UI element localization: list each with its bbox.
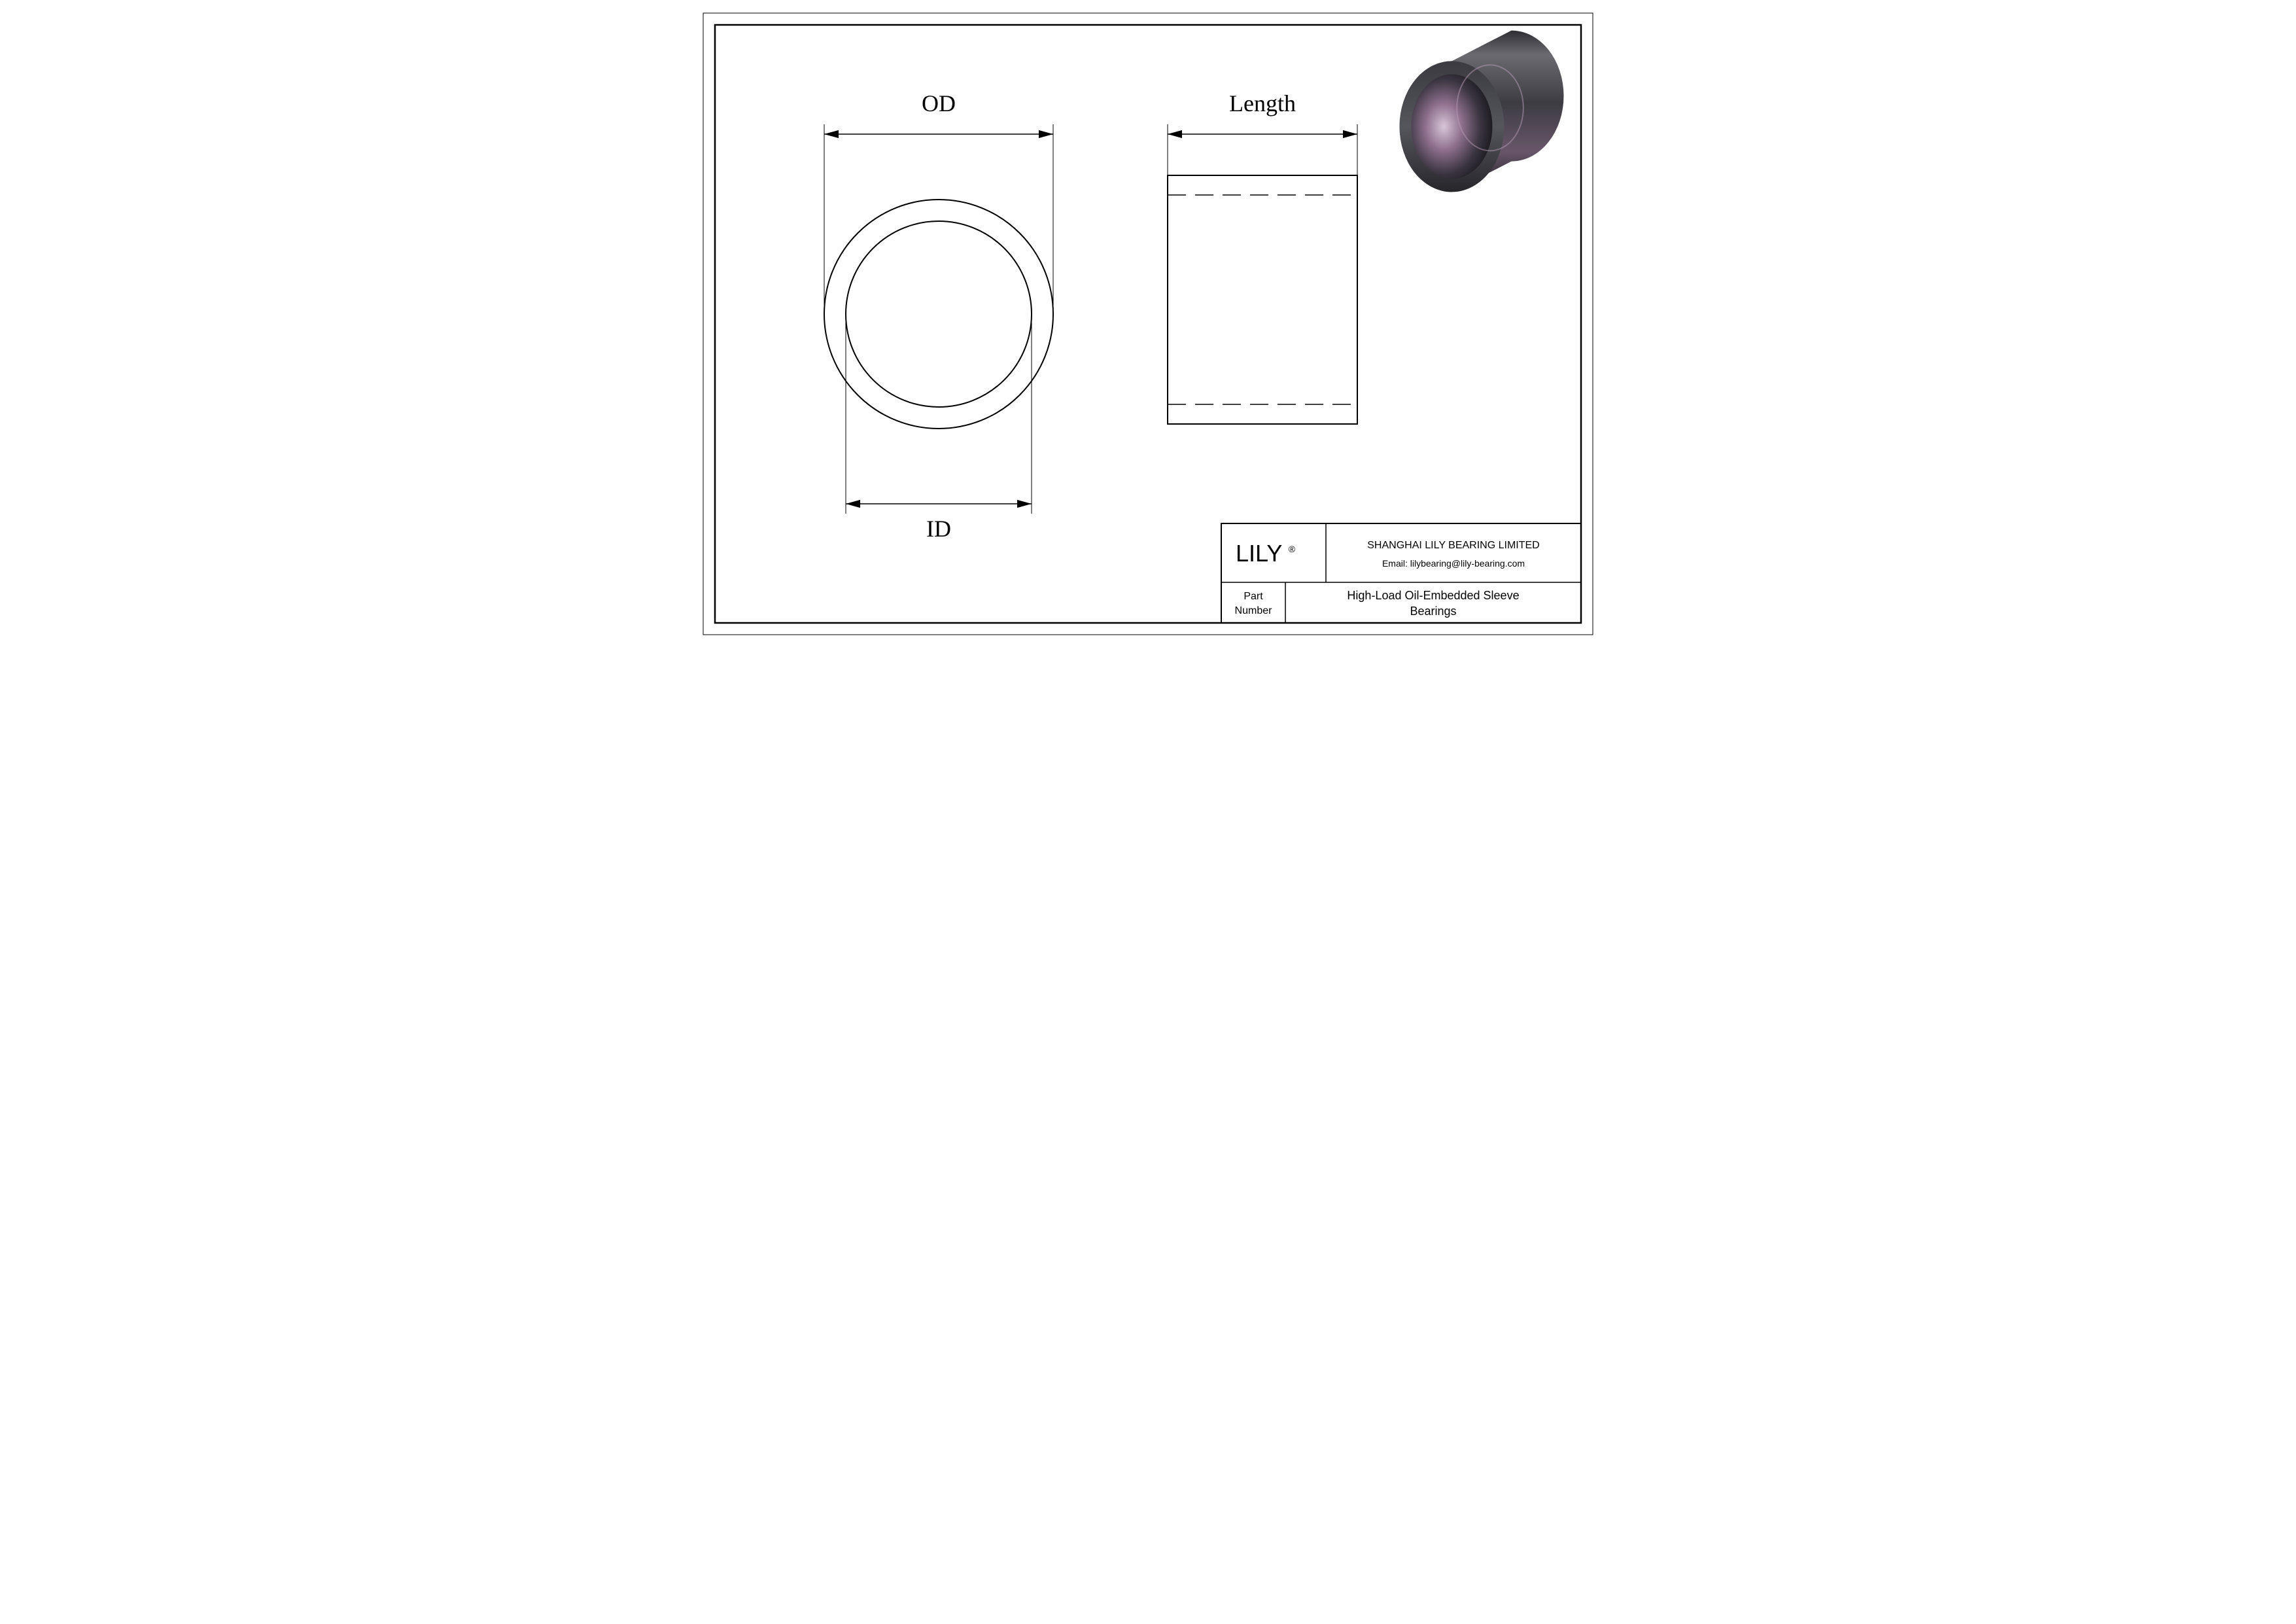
titleblock-description-2: Bearings [1410,605,1456,618]
od-arrow-right [1039,130,1053,138]
id-label: ID [926,516,951,542]
od-arrow-left [824,130,839,138]
titleblock-description-1: High-Load Oil-Embedded Sleeve [1347,589,1519,602]
od-label: OD [922,90,956,116]
length-arrow-right [1343,130,1357,138]
od-dimension: OD [824,90,1053,314]
length-label: Length [1229,90,1296,116]
titleblock-part-label-2: Number [1235,605,1273,616]
length-arrow-left [1168,130,1182,138]
titleblock-outer [1221,523,1581,623]
id-arrow-left [846,500,860,508]
logo-text: LILY [1236,540,1282,567]
length-dimension: Length [1168,90,1357,175]
side-rect [1168,175,1357,424]
ring-inner-circle [846,221,1032,407]
ring-front-view [824,200,1053,429]
ring-outer-circle [824,200,1053,429]
drawing-svg: OD ID Length LILY ® SHANGHAI LILY [690,0,1606,648]
iso-render [1400,31,1564,192]
logo-registered-icon: ® [1289,544,1296,554]
titleblock-logo: LILY ® [1236,540,1296,567]
title-block: LILY ® SHANGHAI LILY BEARING LIMITED Ema… [1221,523,1581,623]
titleblock-company: SHANGHAI LILY BEARING LIMITED [1367,540,1539,551]
side-view [1168,175,1357,424]
titleblock-email: Email: lilybearing@lily-bearing.com [1382,558,1525,569]
drawing-sheet: OD ID Length LILY ® SHANGHAI LILY [690,0,1606,648]
titleblock-part-label-1: Part [1244,591,1263,602]
id-arrow-right [1017,500,1032,508]
